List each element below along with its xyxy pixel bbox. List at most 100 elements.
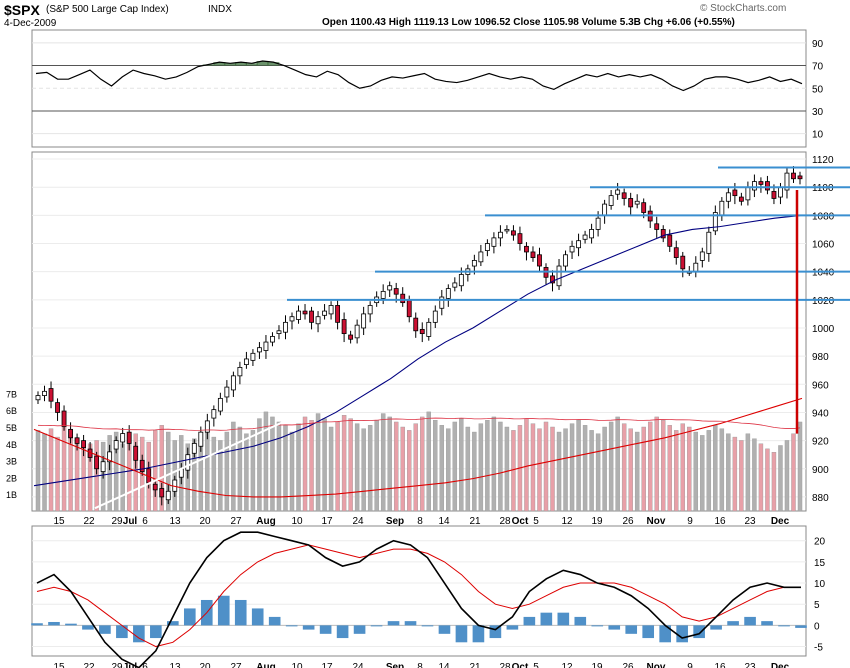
volume-bar [413,423,418,512]
rsi-tick-label: 70 [812,62,824,73]
macd-histogram-bar [336,625,349,639]
candle-body [628,198,634,208]
volume-bar [387,416,392,512]
candle-body [270,336,275,343]
macd-histogram-bar [167,621,179,626]
macd-tick-label: 0 [814,621,820,632]
candle-body [335,305,341,323]
volume-bar [322,418,327,512]
x-axis-label: 14 [438,662,450,668]
rsi-tick-label: 30 [812,107,824,118]
candle-body [230,375,236,391]
volume-bar [517,425,523,512]
index-name: (S&P 500 Large Cap Index) [46,4,169,15]
candle-body [243,358,249,365]
candle-body [237,366,243,377]
x-axis-label: Nov [647,662,666,668]
exchange: INDX [208,4,232,15]
volume-bar [335,421,340,512]
candle-body [745,186,751,201]
x-axis-label: 10 [291,662,303,668]
macd-histogram-bar [217,595,230,626]
candle-body [100,461,106,472]
volume-bar [680,423,685,512]
candle-body [667,234,673,247]
volume-bar [511,430,516,512]
ma200-line [33,397,803,498]
candle-body [471,260,477,267]
volume-bar [771,452,777,512]
candle-body [784,172,790,191]
candle-body [178,468,184,478]
candle-body [693,262,699,273]
price-tick-label: 1020 [812,296,835,307]
volume-bar [732,436,738,512]
candle-body [517,233,523,244]
macd-histogram-bar [251,608,264,626]
x-axis-label: 22 [83,516,95,527]
candle-body [732,189,738,197]
macd-histogram-bar [727,621,739,626]
rsi-tick-label: 10 [812,130,824,141]
candle-body [139,459,145,472]
macd-histogram-bar [642,625,655,639]
volume-bar [628,428,633,512]
volume-bar [81,445,86,512]
x-axis-label: 12 [561,516,573,527]
chart-date: 4-Dec-2009 [4,18,57,29]
macd-histogram-bar [744,616,756,626]
candle-body [504,229,510,232]
volume-bar [634,431,640,512]
candle-body [680,255,686,270]
candle-body [582,234,588,240]
volume-bar [146,441,151,512]
candle-body [556,265,562,287]
x-axis-label: Oct [512,516,529,527]
candle-body [706,231,712,254]
copyright: © StockCharts.com [700,3,787,14]
macd-histogram-bar [302,625,315,630]
candle-body [445,288,451,299]
x-axis-label: 13 [169,662,181,668]
volume-bar [752,438,757,512]
candle-body [738,196,744,202]
volume-bar [380,413,386,512]
volume-bar [439,425,445,512]
candle-body [35,395,41,401]
macd-tick-label: 20 [814,537,826,548]
candle-body [94,455,100,470]
rsi-overbought-fill [224,63,237,66]
volume-bar [55,436,60,512]
volume-tick-label: 3B [6,457,17,467]
x-axis-label: 8 [417,516,423,527]
candle-body [673,247,679,258]
x-axis-label: 26 [622,662,634,668]
candle-body [380,290,386,299]
volume-bar [270,416,275,512]
macd-histogram-bar [795,625,807,628]
volume-bar [341,415,347,512]
volume-bar [654,416,659,512]
candle-body [712,212,718,232]
candle-body [198,431,204,447]
volume-bar [68,435,73,512]
x-axis-label: 21 [469,662,481,668]
volume-bar [35,430,41,512]
x-axis-label: 5 [533,662,539,668]
macd-histogram-bar [472,625,485,643]
macd-histogram-bar [523,616,536,626]
volume-bar [524,418,529,512]
ma50-legend: MA(50) 1077.90 [40,167,105,177]
volume-bar [537,428,542,512]
volume-bar [687,426,692,512]
x-axis-label: Jul [123,662,138,668]
volume-bar [166,431,171,512]
candle-body [660,229,666,239]
volume-bar [608,421,614,512]
candle-body [615,189,621,195]
x-axis-label: Aug [256,516,275,527]
volume-tick-label: 1B [6,490,17,500]
volume-bar [452,421,458,512]
macd-histogram-bar [761,621,773,626]
candle-body [543,267,549,278]
